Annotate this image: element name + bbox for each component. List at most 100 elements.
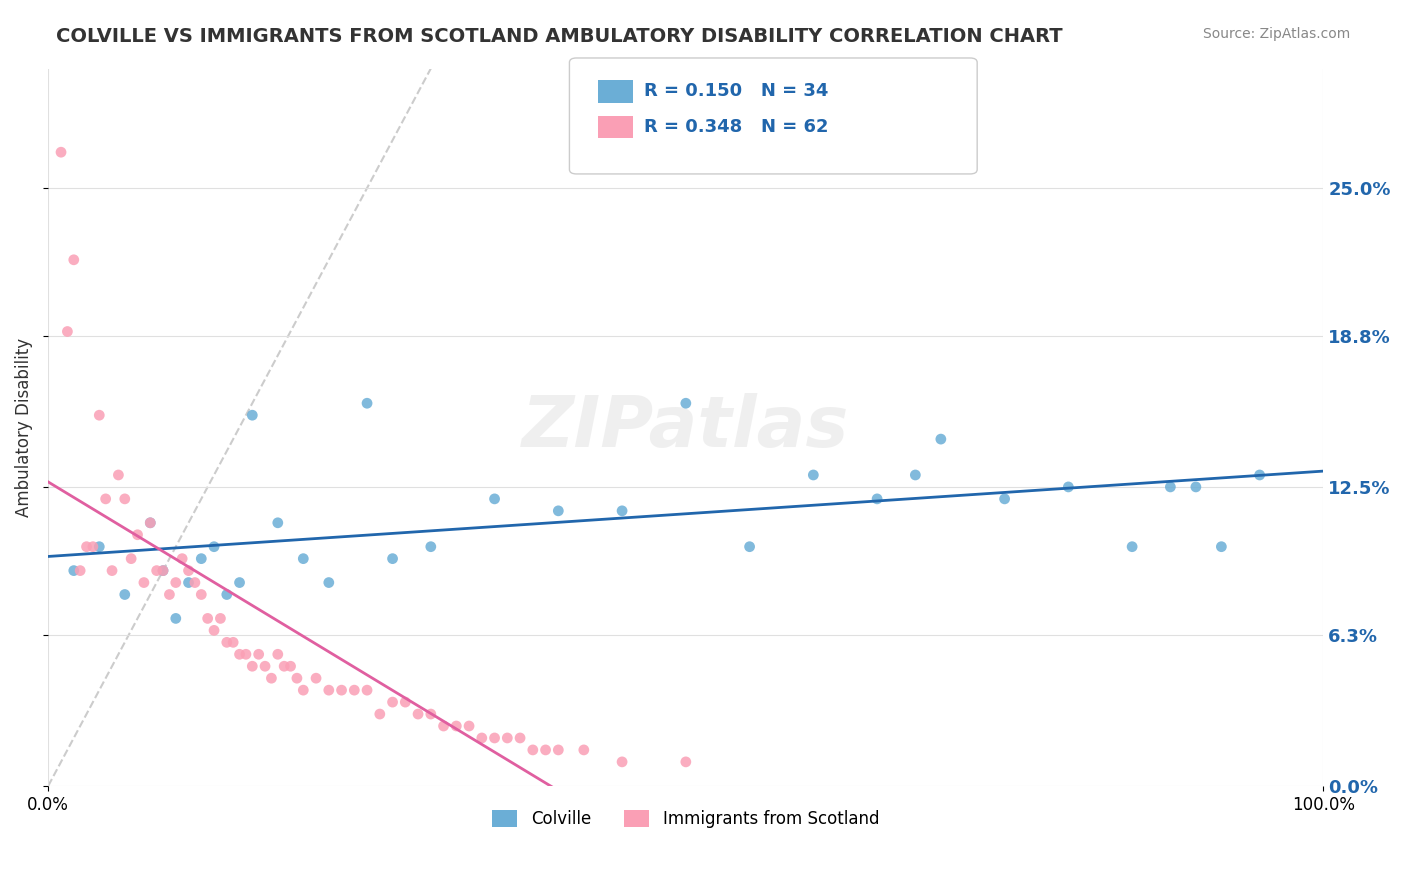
Text: R = 0.150   N = 34: R = 0.150 N = 34 — [644, 82, 828, 100]
Immigrants from Scotland — [62, 252, 84, 267]
Immigrants from Scotland — [547, 743, 569, 757]
Colville — [139, 516, 162, 530]
Immigrants from Scotland — [406, 707, 429, 722]
Colville — [318, 575, 340, 590]
Immigrants from Scotland — [157, 587, 180, 601]
Colville — [292, 551, 315, 566]
Colville — [419, 540, 441, 554]
Immigrants from Scotland — [209, 611, 232, 625]
Immigrants from Scotland — [394, 695, 416, 709]
Text: COLVILLE VS IMMIGRANTS FROM SCOTLAND AMBULATORY DISABILITY CORRELATION CHART: COLVILLE VS IMMIGRANTS FROM SCOTLAND AMB… — [56, 27, 1063, 45]
Colville — [215, 587, 238, 601]
Immigrants from Scotland — [496, 731, 519, 745]
Immigrants from Scotland — [107, 467, 129, 482]
Immigrants from Scotland — [139, 516, 162, 530]
Immigrants from Scotland — [215, 635, 238, 649]
Immigrants from Scotland — [572, 743, 595, 757]
Immigrants from Scotland — [101, 564, 124, 578]
Immigrants from Scotland — [280, 659, 302, 673]
Immigrants from Scotland — [197, 611, 219, 625]
Immigrants from Scotland — [202, 624, 225, 638]
Colville — [228, 575, 250, 590]
Immigrants from Scotland — [432, 719, 454, 733]
Colville — [675, 396, 697, 410]
Immigrants from Scotland — [285, 671, 308, 685]
Colville — [866, 491, 889, 506]
Immigrants from Scotland — [292, 683, 315, 698]
Colville — [152, 564, 174, 578]
Colville — [267, 516, 290, 530]
Colville — [1121, 540, 1143, 554]
Immigrants from Scotland — [675, 755, 697, 769]
Colville — [62, 564, 84, 578]
Immigrants from Scotland — [471, 731, 494, 745]
Colville — [610, 504, 633, 518]
Immigrants from Scotland — [446, 719, 468, 733]
Text: ZIPatlas: ZIPatlas — [522, 392, 849, 462]
Colville — [801, 467, 824, 482]
Colville — [114, 587, 136, 601]
Immigrants from Scotland — [177, 564, 200, 578]
Colville — [1159, 480, 1181, 494]
Immigrants from Scotland — [318, 683, 340, 698]
Text: R = 0.348   N = 62: R = 0.348 N = 62 — [644, 118, 828, 136]
Immigrants from Scotland — [49, 145, 72, 160]
Colville — [1211, 540, 1233, 554]
Colville — [738, 540, 761, 554]
Immigrants from Scotland — [240, 659, 263, 673]
Immigrants from Scotland — [381, 695, 404, 709]
Immigrants from Scotland — [120, 551, 142, 566]
Immigrants from Scotland — [273, 659, 295, 673]
Immigrants from Scotland — [132, 575, 155, 590]
Colville — [1185, 480, 1208, 494]
Colville — [177, 575, 200, 590]
Colville — [89, 540, 111, 554]
Immigrants from Scotland — [509, 731, 531, 745]
Immigrants from Scotland — [235, 648, 257, 662]
Colville — [202, 540, 225, 554]
Immigrants from Scotland — [343, 683, 366, 698]
Immigrants from Scotland — [228, 648, 250, 662]
Immigrants from Scotland — [368, 707, 391, 722]
Immigrants from Scotland — [152, 564, 174, 578]
Immigrants from Scotland — [260, 671, 283, 685]
Immigrants from Scotland — [56, 325, 79, 339]
Colville — [547, 504, 569, 518]
Immigrants from Scotland — [82, 540, 104, 554]
Immigrants from Scotland — [247, 648, 270, 662]
Colville — [240, 408, 263, 422]
Immigrants from Scotland — [522, 743, 544, 757]
Colville — [165, 611, 187, 625]
Immigrants from Scotland — [69, 564, 91, 578]
Immigrants from Scotland — [76, 540, 98, 554]
Immigrants from Scotland — [267, 648, 290, 662]
Immigrants from Scotland — [165, 575, 187, 590]
Immigrants from Scotland — [172, 551, 194, 566]
Colville — [904, 467, 927, 482]
Legend: Colville, Immigrants from Scotland: Colville, Immigrants from Scotland — [486, 804, 886, 835]
Immigrants from Scotland — [190, 587, 212, 601]
Immigrants from Scotland — [114, 491, 136, 506]
Immigrants from Scotland — [419, 707, 441, 722]
Immigrants from Scotland — [534, 743, 557, 757]
Colville — [190, 551, 212, 566]
Text: Source: ZipAtlas.com: Source: ZipAtlas.com — [1202, 27, 1350, 41]
Immigrants from Scotland — [89, 408, 111, 422]
Immigrants from Scotland — [356, 683, 378, 698]
Immigrants from Scotland — [610, 755, 633, 769]
Colville — [994, 491, 1017, 506]
Immigrants from Scotland — [458, 719, 481, 733]
Immigrants from Scotland — [330, 683, 353, 698]
Immigrants from Scotland — [222, 635, 245, 649]
Colville — [381, 551, 404, 566]
Colville — [356, 396, 378, 410]
Colville — [1249, 467, 1271, 482]
Immigrants from Scotland — [127, 527, 149, 541]
Immigrants from Scotland — [484, 731, 506, 745]
Colville — [1057, 480, 1080, 494]
Colville — [929, 432, 952, 446]
Immigrants from Scotland — [145, 564, 167, 578]
Y-axis label: Ambulatory Disability: Ambulatory Disability — [15, 337, 32, 516]
Immigrants from Scotland — [184, 575, 207, 590]
Immigrants from Scotland — [305, 671, 328, 685]
